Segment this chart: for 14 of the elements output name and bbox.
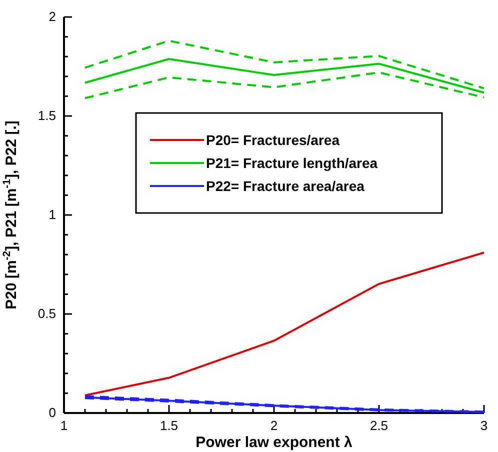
y-tick-label: 1.5	[38, 108, 56, 124]
x-tick-label: 1	[60, 418, 68, 434]
y-tick-label: 0.5	[38, 306, 56, 322]
legend-label: P22= Fracture area/area	[206, 178, 365, 194]
x-tick-label: 2.5	[370, 418, 388, 434]
x-tick-label: 2	[270, 418, 278, 434]
y-tick-label: 0	[48, 405, 56, 420]
x-axis-title: Power law exponent λ	[196, 434, 354, 451]
y-tick-label: 1	[48, 207, 56, 222]
x-tick-label: 1.5	[160, 418, 178, 434]
y-tick-label: 2	[48, 9, 56, 24]
legend-label: P21= Fracture length/area	[206, 155, 378, 171]
x-tick-label: 3	[480, 418, 488, 434]
legend-label: P20= Fractures/area	[206, 132, 340, 148]
